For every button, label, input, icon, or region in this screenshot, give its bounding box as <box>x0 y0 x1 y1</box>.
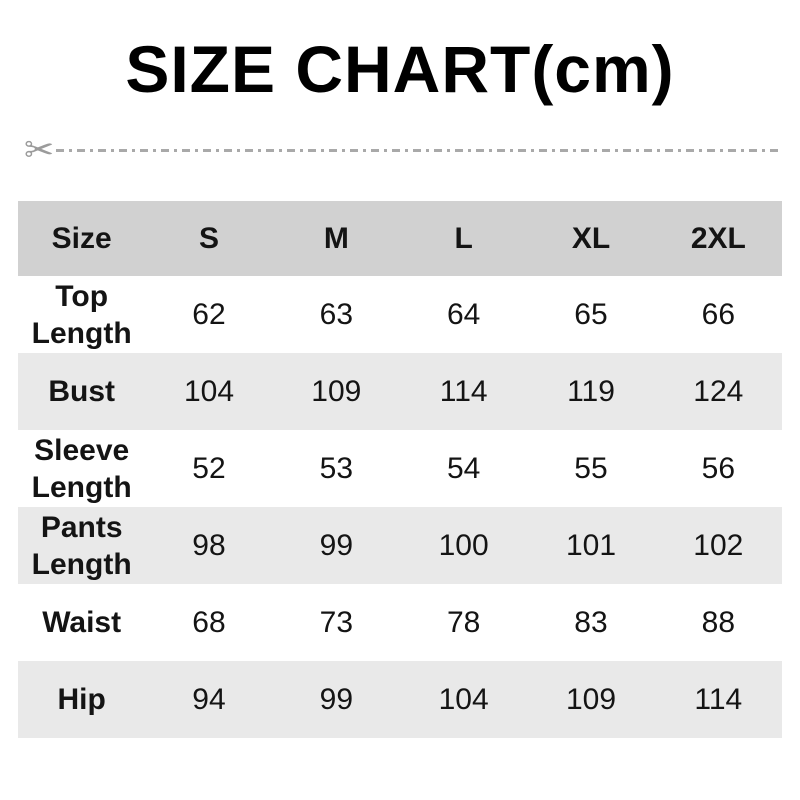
cell-value: 52 <box>192 452 226 485</box>
row-label: Sleeve Length <box>31 433 132 504</box>
table-row-pants-length: Pants Length 98 99 100 101 102 <box>18 507 782 584</box>
cell-value: 99 <box>319 529 354 562</box>
cell-value: 64 <box>446 298 481 331</box>
cell-value: 114 <box>439 375 488 408</box>
cell-value: 78 <box>446 606 481 639</box>
cell-value: 66 <box>701 298 736 331</box>
cell-value: 94 <box>192 683 226 716</box>
column-header-s: S <box>198 222 219 255</box>
cell-value: 109 <box>565 683 617 716</box>
cell-value: 56 <box>701 452 736 485</box>
page-title: SIZE CHART(cm) <box>125 32 675 106</box>
cell-value: 53 <box>319 452 354 485</box>
table-header-row: Size S M L XL 2XL <box>18 201 782 276</box>
cell-value: 55 <box>574 452 608 485</box>
cell-value: 104 <box>438 683 489 716</box>
cell-value: 100 <box>438 529 489 562</box>
cell-value: 83 <box>574 606 608 639</box>
cell-value: 65 <box>574 298 608 331</box>
cell-value: 99 <box>319 683 354 716</box>
row-label: Top Length <box>31 279 132 350</box>
table-row-waist: Waist 68 73 78 83 88 <box>18 584 782 661</box>
table-row-bust: Bust 104 109 114 119 124 <box>18 353 782 430</box>
cell-value: 68 <box>192 606 226 639</box>
cut-here-divider: ✂ <box>24 132 778 168</box>
column-header-size: Size <box>51 222 112 255</box>
cell-value: 98 <box>192 529 226 562</box>
table-row-top-length: Top Length 62 63 64 65 66 <box>18 276 782 353</box>
row-label: Pants Length <box>31 510 132 581</box>
table-row-hip: Hip 94 99 104 109 114 <box>18 661 782 738</box>
column-header-xl: XL <box>571 222 611 255</box>
cell-value: 73 <box>319 606 354 639</box>
cell-value: 101 <box>565 529 617 562</box>
size-table: Size S M L XL 2XL Top Length 62 63 64 65… <box>18 201 782 738</box>
size-chart-page: SIZE CHART(cm) ✂ Size S M L XL 2XL Top L… <box>0 30 800 800</box>
cell-value: 114 <box>694 683 743 716</box>
cell-value: 88 <box>701 606 736 639</box>
cell-value: 109 <box>311 375 362 408</box>
cell-value: 54 <box>446 452 481 485</box>
cell-value: 124 <box>693 375 744 408</box>
cell-value: 62 <box>192 298 226 331</box>
row-label: Waist <box>42 606 122 639</box>
row-label: Hip <box>57 683 106 716</box>
column-header-m: M <box>323 222 349 255</box>
cell-value: 102 <box>693 529 744 562</box>
row-label: Bust <box>48 375 115 408</box>
cell-value: 63 <box>319 298 354 331</box>
dashed-cut-line <box>56 148 778 152</box>
column-header-l: L <box>454 222 473 255</box>
column-header-2xl: 2XL <box>690 222 746 255</box>
cell-value: 119 <box>567 375 615 408</box>
table-row-sleeve-length: Sleeve Length 52 53 54 55 56 <box>18 430 782 507</box>
cell-value: 104 <box>183 375 235 408</box>
scissors-icon: ✂ <box>24 129 55 170</box>
